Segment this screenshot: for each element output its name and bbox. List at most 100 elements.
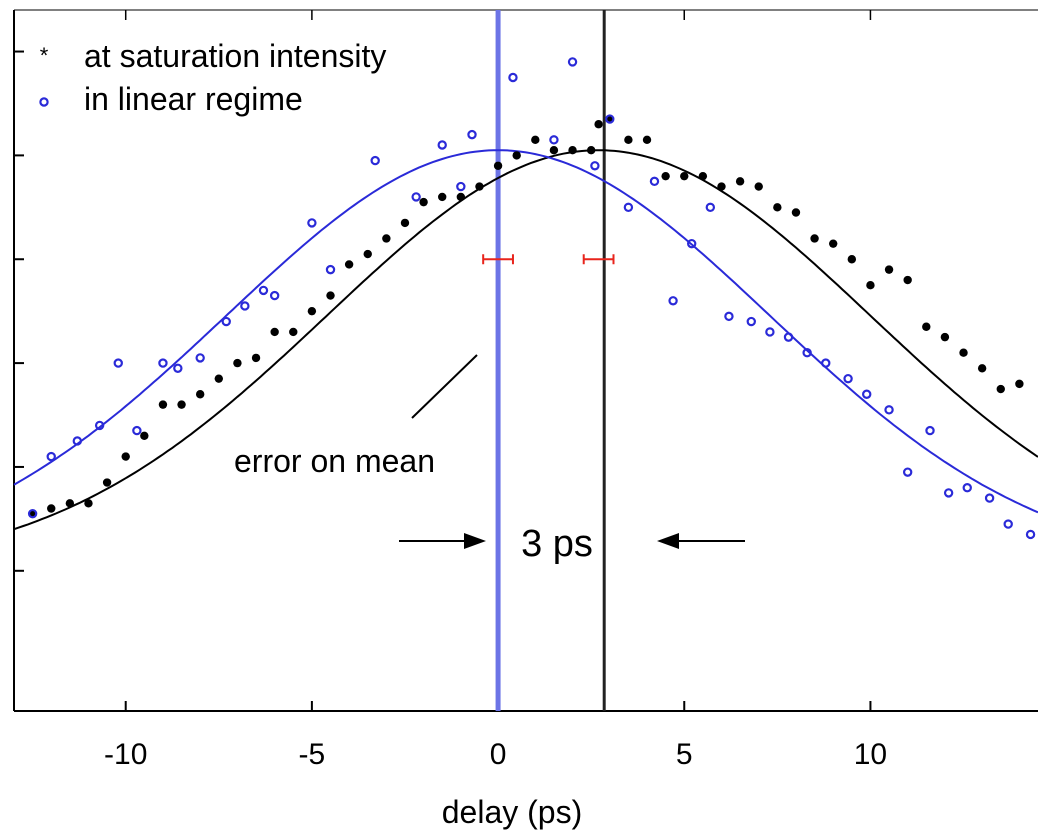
point-blue <box>783 332 794 342</box>
point-black <box>866 281 875 290</box>
point-black <box>438 192 447 202</box>
point-black <box>884 265 894 274</box>
x-axis-title: delay (ps) <box>442 794 583 830</box>
error-bars <box>482 254 615 265</box>
point-blue <box>158 358 168 368</box>
point-blue <box>437 140 447 150</box>
point-black <box>363 249 372 259</box>
point-blue <box>705 202 716 213</box>
point-blue <box>113 358 123 368</box>
left-arrow-head <box>464 533 486 549</box>
point-blue <box>687 238 697 249</box>
point-black <box>400 218 410 228</box>
point-blue <box>72 436 83 446</box>
point-black <box>810 234 819 243</box>
point-blue <box>821 358 831 368</box>
point-black <box>717 182 726 191</box>
point-black <box>922 322 931 331</box>
point-blue <box>1025 529 1036 540</box>
point-black <box>594 120 603 129</box>
point-black <box>549 146 559 155</box>
point-black <box>642 135 652 145</box>
point-blue <box>467 129 477 140</box>
point-blue <box>132 425 142 436</box>
point-black <box>586 146 596 155</box>
point-black <box>102 478 112 487</box>
point-black <box>624 135 633 145</box>
point-black <box>959 348 968 357</box>
point-black <box>382 234 391 243</box>
point-blue <box>508 72 518 83</box>
point-blue <box>1003 519 1013 529</box>
error-annotation-label: error on mean <box>234 443 435 479</box>
point-blue <box>943 488 954 498</box>
x-tick-label: 10 <box>854 738 887 771</box>
point-black <box>270 327 279 337</box>
data-points <box>27 57 1036 540</box>
point-blue <box>94 420 105 431</box>
point-black <box>568 146 577 155</box>
point-blue <box>325 264 336 275</box>
point-blue <box>746 316 756 327</box>
point-black <box>996 384 1005 394</box>
point-blue <box>173 363 183 373</box>
point-blue <box>962 483 972 493</box>
point-black <box>1015 379 1024 389</box>
point-black <box>680 171 689 181</box>
point-blue <box>370 155 380 166</box>
point-blue <box>843 373 853 384</box>
point-blue <box>411 192 421 202</box>
x-tick-label: 5 <box>676 738 693 771</box>
point-black <box>307 306 317 316</box>
point-blue <box>862 389 872 399</box>
point-blue <box>802 348 812 358</box>
x-tick-label: -5 <box>299 738 326 771</box>
point-black <box>326 291 335 300</box>
point-blue <box>27 508 38 519</box>
point-blue <box>623 202 634 213</box>
point-black <box>289 327 298 337</box>
mean-markers <box>495 10 606 711</box>
point-blue <box>668 296 678 306</box>
point-black <box>977 364 987 373</box>
point-blue <box>984 493 995 503</box>
point-blue <box>269 290 280 301</box>
point-blue <box>549 135 559 145</box>
point-black <box>512 151 521 160</box>
point-black <box>903 275 912 285</box>
point-blue <box>605 114 615 124</box>
point-blue <box>240 301 250 311</box>
point-black <box>214 374 223 383</box>
point-blue <box>590 161 600 171</box>
legend-marker-black: * <box>40 43 49 68</box>
point-black <box>531 135 540 145</box>
error-annotation-pointer <box>411 354 478 419</box>
x-tick-label: -10 <box>104 738 147 771</box>
fit-curve-blue <box>13 149 1038 514</box>
point-black <box>344 260 354 269</box>
point-black <box>791 208 801 217</box>
point-blue <box>884 405 894 415</box>
legend-marker-blue <box>39 97 49 107</box>
point-blue <box>195 353 205 363</box>
separation-label: 3 ps <box>521 523 593 565</box>
point-blue <box>902 467 913 477</box>
point-black <box>195 390 205 399</box>
point-black <box>47 504 56 513</box>
legend-label-blue: in linear regime <box>84 81 303 117</box>
point-blue <box>258 285 269 296</box>
point-black <box>177 400 186 409</box>
point-black <box>158 400 168 409</box>
point-blue <box>567 57 578 67</box>
axes: -10 -5 0 5 10 <box>13 9 1038 771</box>
point-black <box>754 182 763 191</box>
point-black <box>698 171 708 181</box>
fit-curve-black <box>13 149 1038 531</box>
right-arrow-head <box>657 533 679 549</box>
point-black <box>419 197 428 207</box>
point-black <box>847 255 857 264</box>
point-black <box>233 358 242 368</box>
point-black <box>829 239 838 248</box>
